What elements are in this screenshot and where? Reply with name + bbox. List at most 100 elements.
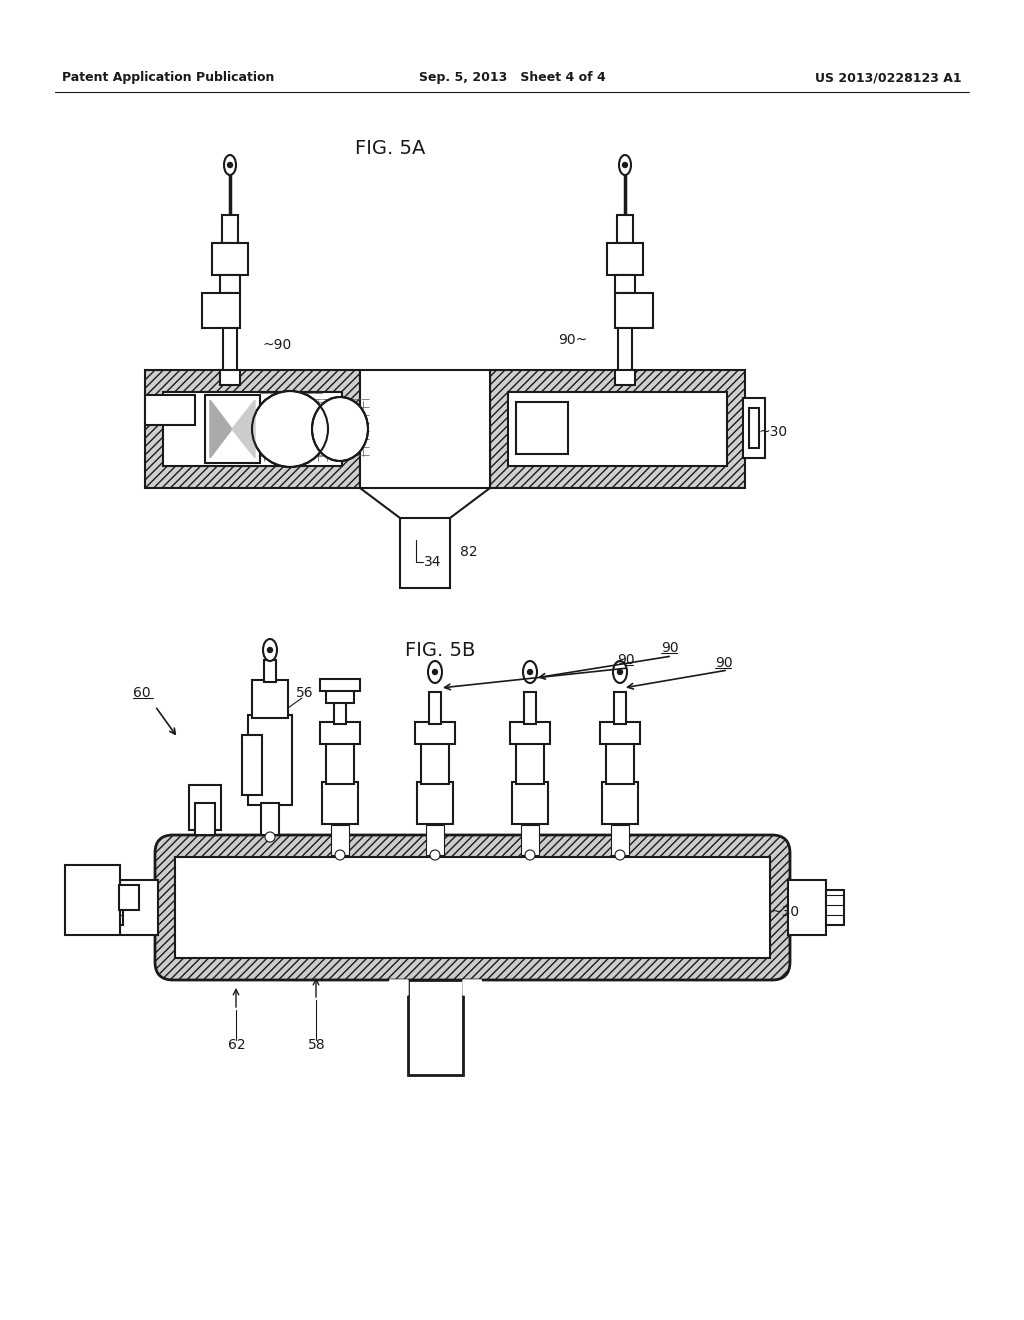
Ellipse shape <box>263 639 278 661</box>
Bar <box>415 722 455 744</box>
Bar <box>602 781 638 824</box>
Bar <box>516 742 544 784</box>
Text: 82: 82 <box>460 545 477 558</box>
Bar <box>521 825 539 855</box>
Text: 34: 34 <box>424 554 441 569</box>
Bar <box>524 692 536 723</box>
Bar <box>195 803 215 836</box>
Bar <box>417 781 453 824</box>
Bar <box>119 884 139 909</box>
Bar <box>326 742 354 784</box>
Bar <box>261 803 279 836</box>
Text: 56: 56 <box>296 686 313 700</box>
Bar <box>615 370 635 385</box>
Ellipse shape <box>618 154 631 176</box>
Bar <box>105 890 123 925</box>
Bar <box>606 742 634 784</box>
Bar <box>205 395 260 463</box>
Circle shape <box>527 669 532 675</box>
Bar <box>429 692 441 723</box>
Bar <box>421 742 449 784</box>
Circle shape <box>265 832 275 842</box>
Polygon shape <box>385 979 408 995</box>
Bar <box>220 370 240 385</box>
Bar <box>222 215 238 243</box>
Circle shape <box>432 669 437 675</box>
Bar <box>749 408 759 447</box>
Ellipse shape <box>523 661 537 682</box>
FancyBboxPatch shape <box>155 836 790 979</box>
Text: US 2013/0228123 A1: US 2013/0228123 A1 <box>815 71 962 84</box>
Ellipse shape <box>252 391 328 467</box>
Bar <box>223 327 237 372</box>
Text: 90: 90 <box>715 656 732 671</box>
Bar <box>145 395 195 425</box>
Bar <box>400 517 450 587</box>
Bar <box>319 678 360 690</box>
Bar <box>163 392 342 466</box>
Polygon shape <box>232 400 255 458</box>
Text: ~30: ~30 <box>758 425 787 440</box>
Bar <box>408 979 463 1074</box>
Bar <box>242 735 262 795</box>
Text: FIG. 5B: FIG. 5B <box>404 640 475 660</box>
Polygon shape <box>210 400 232 458</box>
Text: FIG. 5A: FIG. 5A <box>354 139 425 157</box>
Bar <box>252 680 288 718</box>
Bar <box>120 880 158 935</box>
Ellipse shape <box>224 154 236 176</box>
Text: 90~: 90~ <box>558 333 587 347</box>
Bar <box>614 692 626 723</box>
Bar <box>512 781 548 824</box>
Text: ~90: ~90 <box>263 338 292 352</box>
Bar <box>319 722 360 744</box>
Text: 62: 62 <box>228 1038 246 1052</box>
Bar <box>615 275 635 293</box>
Circle shape <box>623 162 628 168</box>
Text: 90: 90 <box>662 642 679 655</box>
Circle shape <box>267 648 272 652</box>
Text: 60: 60 <box>133 686 151 700</box>
Bar <box>516 403 568 454</box>
Bar <box>326 685 354 704</box>
Bar <box>617 215 633 243</box>
Bar <box>189 785 221 830</box>
Text: Patent Application Publication: Patent Application Publication <box>62 71 274 84</box>
Bar <box>508 392 727 466</box>
Bar <box>212 243 248 275</box>
Bar <box>607 243 643 275</box>
Bar <box>611 825 629 855</box>
Polygon shape <box>463 979 486 995</box>
Text: 90: 90 <box>617 653 635 667</box>
Bar <box>175 857 770 958</box>
Bar <box>360 370 490 488</box>
Circle shape <box>335 850 345 861</box>
Bar <box>264 660 276 682</box>
Polygon shape <box>145 370 360 488</box>
Circle shape <box>615 850 625 861</box>
Ellipse shape <box>312 397 368 461</box>
Polygon shape <box>490 370 745 488</box>
Bar <box>615 293 653 327</box>
Text: 58: 58 <box>308 1038 326 1052</box>
Text: Sep. 5, 2013   Sheet 4 of 4: Sep. 5, 2013 Sheet 4 of 4 <box>419 71 605 84</box>
Bar <box>331 825 349 855</box>
Bar <box>600 722 640 744</box>
Circle shape <box>617 669 623 675</box>
Bar <box>65 865 120 935</box>
Text: ~30: ~30 <box>771 906 800 919</box>
Bar <box>220 275 240 293</box>
Bar <box>426 825 444 855</box>
Bar <box>248 715 292 805</box>
Bar <box>618 327 632 372</box>
Bar <box>826 890 844 925</box>
Bar <box>202 293 240 327</box>
Bar <box>322 781 358 824</box>
Bar <box>743 399 765 458</box>
Circle shape <box>525 850 535 861</box>
Bar <box>510 722 550 744</box>
Circle shape <box>227 162 232 168</box>
Bar <box>788 880 826 935</box>
Bar <box>334 692 346 723</box>
Ellipse shape <box>428 661 442 682</box>
